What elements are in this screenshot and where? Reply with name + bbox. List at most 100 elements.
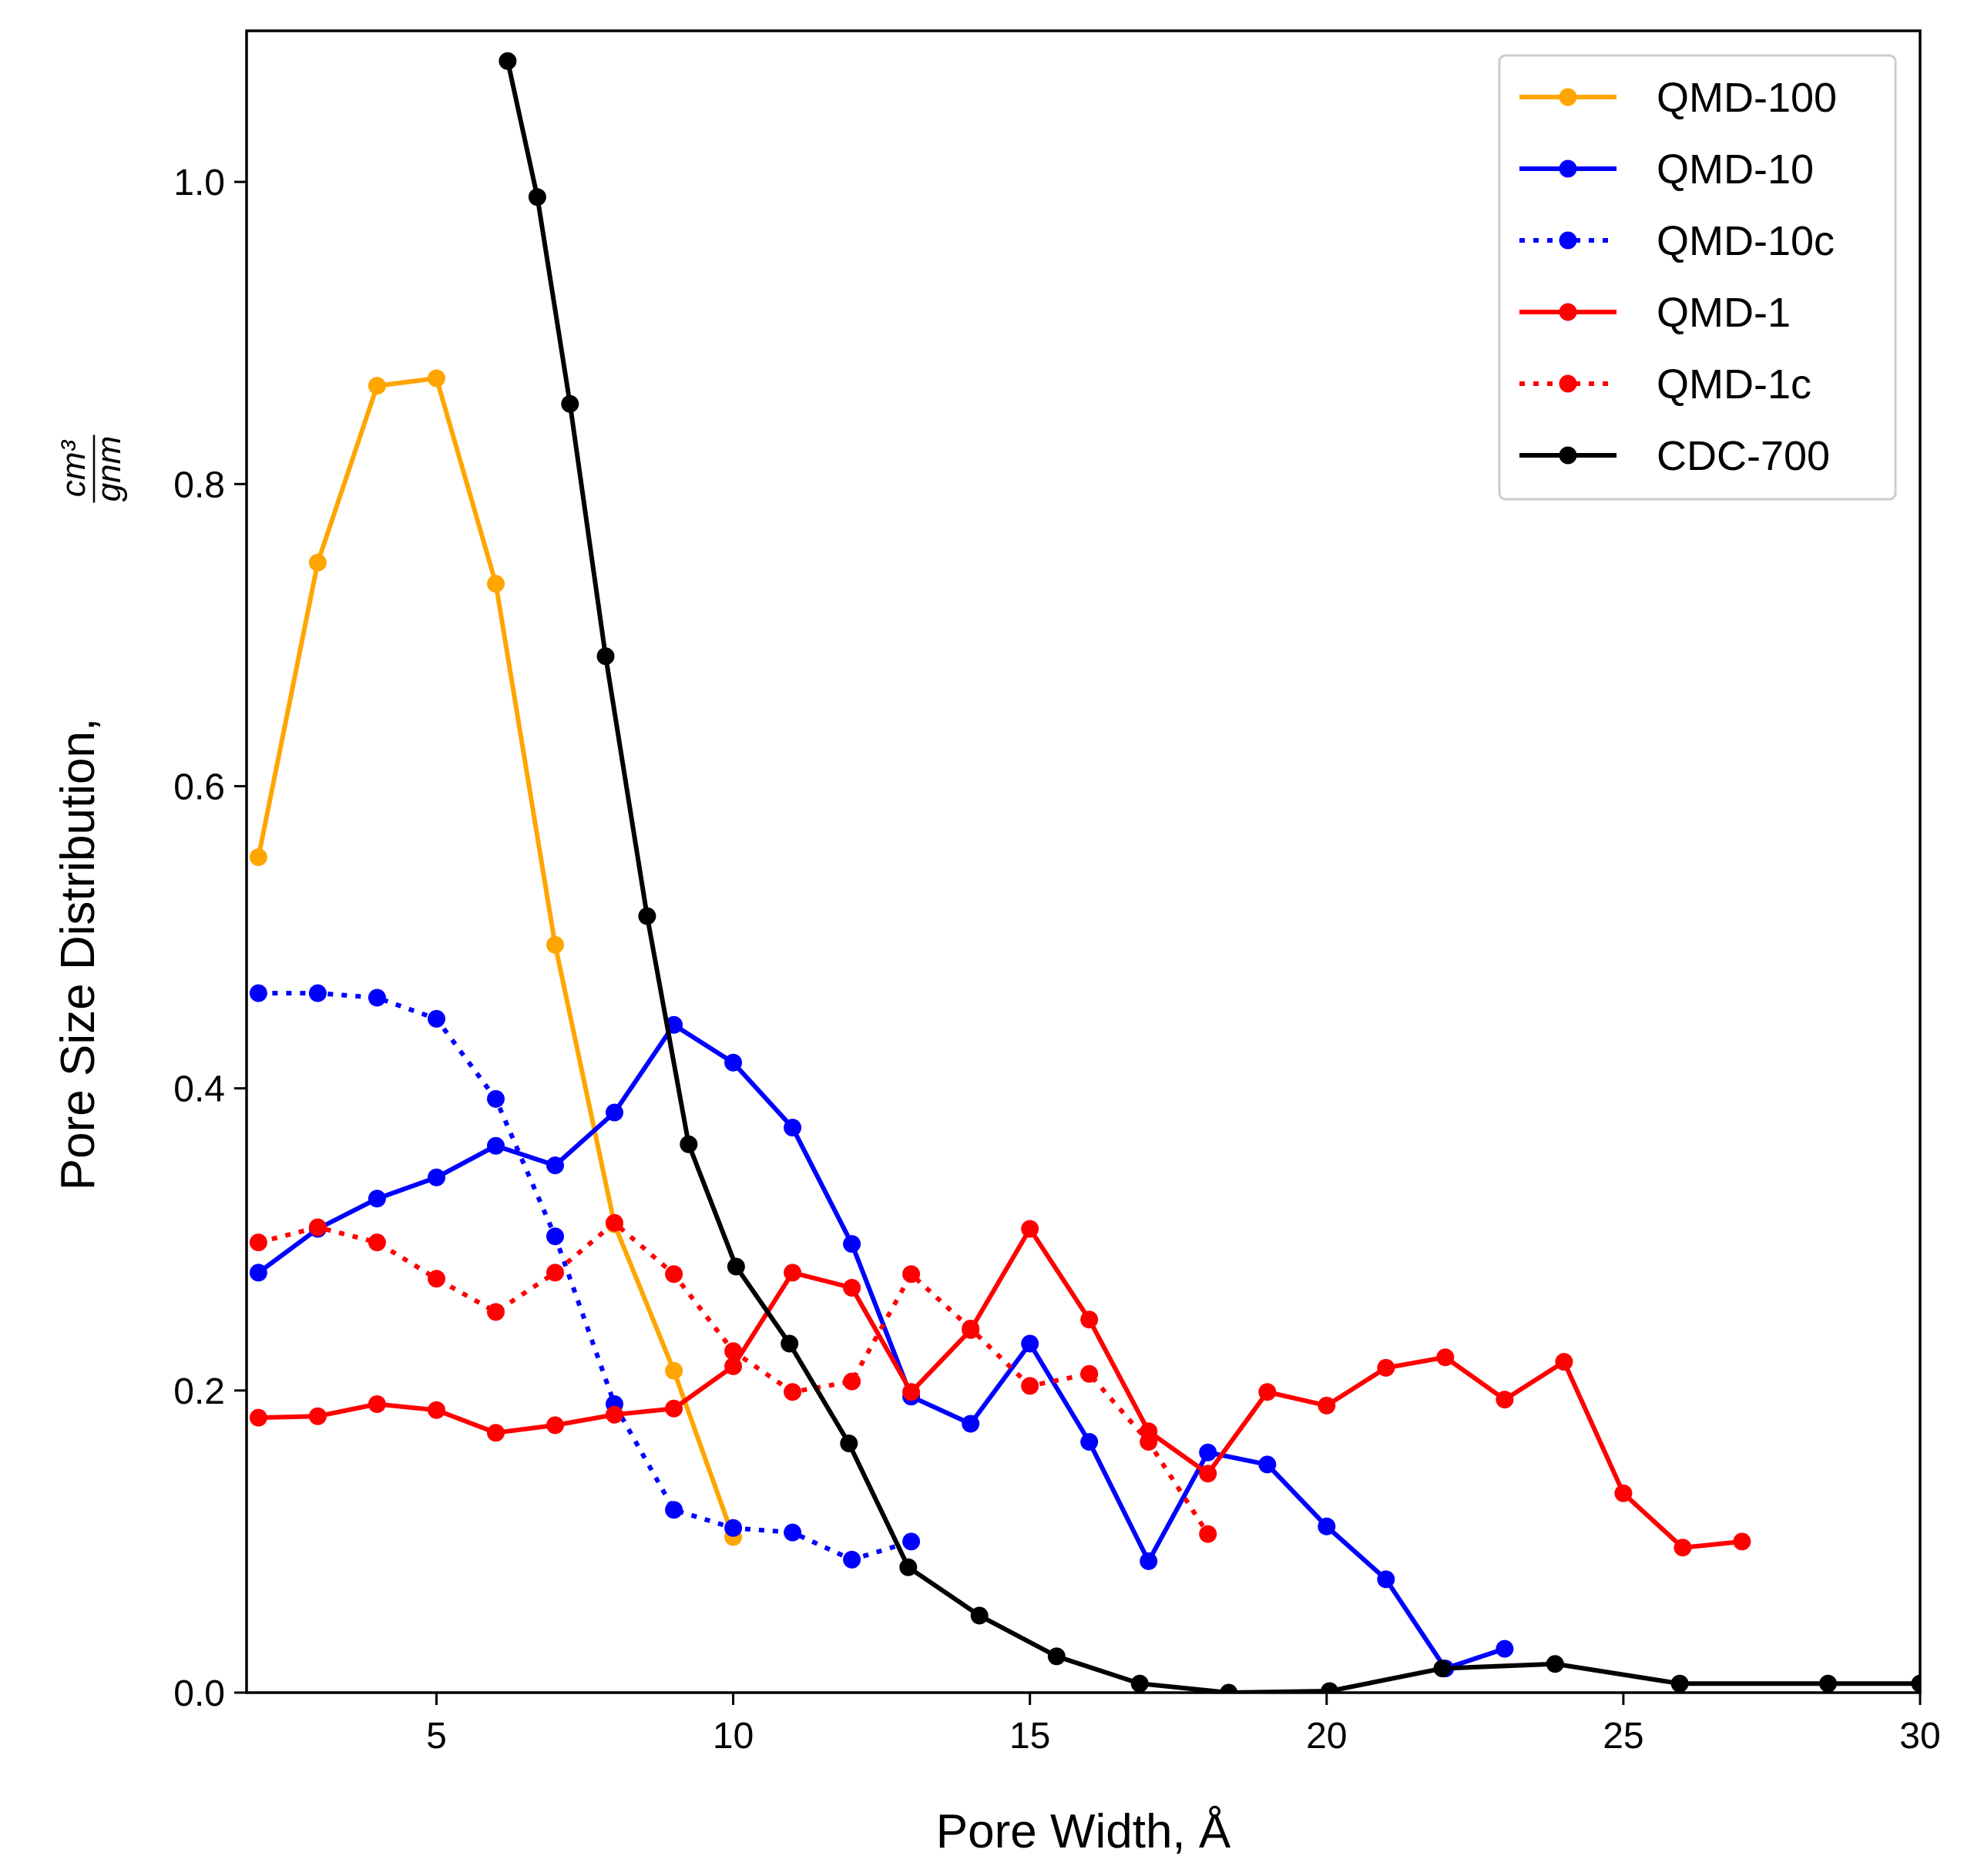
data-point-qmd-10: [606, 1103, 623, 1122]
legend-marker-qmd-10: [1559, 159, 1577, 178]
data-point-qmd-1c: [249, 1233, 267, 1252]
y-tick-label: 0.2: [173, 1371, 225, 1412]
data-point-qmd-10: [1318, 1517, 1336, 1535]
data-point-cdc-700: [1819, 1674, 1838, 1693]
data-point-cdc-700: [499, 52, 517, 70]
data-point-qmd-10c: [368, 988, 386, 1007]
legend-label-qmd-10: QMD-10: [1657, 146, 1814, 193]
data-point-qmd-100: [665, 1361, 683, 1380]
legend-item-qmd-1c: QMD-1c: [1519, 361, 1811, 408]
data-point-qmd-1: [546, 1416, 564, 1435]
data-point-qmd-1: [1258, 1383, 1277, 1401]
data-point-cdc-700: [970, 1606, 989, 1625]
data-point-qmd-1: [724, 1357, 743, 1375]
legend-label-qmd-1: QMD-1: [1657, 290, 1791, 336]
data-point-qmd-10: [962, 1415, 980, 1433]
data-point-qmd-1c: [428, 1270, 445, 1288]
data-point-qmd-1: [1377, 1358, 1395, 1377]
series-line-cdc-700: [505, 58, 1920, 1693]
data-point-qmd-1c: [487, 1303, 505, 1321]
data-point-qmd-1: [902, 1383, 921, 1401]
data-point-qmd-1: [1199, 1465, 1217, 1483]
legend-item-qmd-100: QMD-100: [1519, 75, 1837, 121]
data-point-cdc-700: [1130, 1674, 1149, 1693]
data-point-qmd-1c: [308, 1218, 327, 1237]
data-point-qmd-1c: [724, 1342, 743, 1361]
data-point-qmd-1: [1496, 1391, 1514, 1409]
series-line-qmd-1: [256, 1227, 1745, 1550]
data-point-qmd-10: [428, 1168, 445, 1186]
y-axis-unit-numerator: cm³: [55, 440, 92, 498]
legend-label-cdc-700: CDC-700: [1657, 433, 1830, 479]
plot-frame: [245, 29, 1922, 1694]
y-axis: 0.0 0.2 0.4 0.6 0.8 1.0: [173, 163, 247, 1714]
legend-marker-qmd-1: [1559, 303, 1577, 321]
data-point-qmd-10: [1021, 1334, 1039, 1353]
data-point-qmd-10c: [487, 1089, 505, 1108]
data-point-qmd-1: [606, 1405, 623, 1424]
x-tick-label: 25: [1603, 1716, 1643, 1757]
data-point-qmd-1: [1318, 1396, 1336, 1415]
data-point-qmd-10c: [784, 1523, 802, 1542]
legend-item-cdc-700: CDC-700: [1519, 433, 1830, 479]
data-point-cdc-700: [1220, 1683, 1238, 1693]
data-point-qmd-1c: [1080, 1364, 1099, 1383]
data-point-qmd-10: [784, 1119, 802, 1137]
data-point-qmd-1: [1733, 1532, 1751, 1551]
data-point-qmd-1: [1614, 1484, 1633, 1502]
x-tick-label: 30: [1899, 1716, 1940, 1757]
data-point-qmd-10c: [546, 1227, 564, 1246]
data-point-qmd-1c: [1199, 1525, 1217, 1543]
y-tick-label: 0.6: [173, 767, 225, 807]
data-point-qmd-1: [665, 1399, 683, 1418]
data-point-qmd-1c: [902, 1265, 921, 1284]
data-point-cdc-700: [1433, 1660, 1452, 1678]
data-point-qmd-100: [428, 369, 445, 388]
legend-marker-qmd-10c: [1559, 231, 1577, 250]
data-point-cdc-700: [899, 1558, 918, 1576]
data-point-qmd-1: [368, 1395, 386, 1413]
data-point-qmd-10: [1140, 1552, 1158, 1570]
series-qmd-1: [249, 1220, 1751, 1557]
data-point-cdc-700: [840, 1435, 858, 1452]
x-axis-label: Pore Width, Å: [936, 1805, 1231, 1858]
data-point-cdc-700: [680, 1135, 698, 1153]
legend-item-qmd-1: QMD-1: [1519, 290, 1791, 336]
x-tick-label: 5: [426, 1716, 447, 1757]
legend-marker-cdc-700: [1559, 446, 1577, 465]
legend-marker-qmd-1c: [1559, 374, 1577, 393]
y-tick-label: 1.0: [173, 163, 225, 203]
y-tick-label: 0.4: [173, 1069, 225, 1110]
data-point-cdc-700: [1670, 1674, 1689, 1693]
y-axis-label: Pore Size Distribution,: [52, 718, 105, 1190]
data-point-qmd-1: [1436, 1348, 1455, 1367]
data-point-qmd-10: [1496, 1639, 1514, 1658]
data-point-cdc-700: [528, 188, 546, 206]
data-point-cdc-700: [1546, 1655, 1564, 1673]
series-layer: [249, 52, 1920, 1693]
data-point-cdc-700: [1047, 1647, 1066, 1666]
data-point-qmd-10c: [902, 1532, 921, 1551]
data-point-qmd-1c: [368, 1233, 386, 1252]
series-qmd-100: [249, 369, 743, 1546]
legend-label-qmd-1c: QMD-1c: [1657, 361, 1811, 408]
data-point-qmd-1c: [665, 1265, 683, 1284]
data-point-qmd-100: [368, 377, 386, 395]
data-point-qmd-10c: [665, 1501, 683, 1519]
data-point-qmd-10: [1080, 1433, 1099, 1451]
data-point-qmd-1c: [1140, 1433, 1158, 1451]
data-point-qmd-100: [249, 848, 267, 867]
data-point-qmd-100: [487, 575, 505, 593]
data-point-qmd-1: [308, 1407, 327, 1425]
series-line-qmd-10: [255, 1022, 1508, 1671]
data-point-cdc-700: [1321, 1682, 1339, 1693]
data-point-qmd-1: [784, 1264, 802, 1282]
data-point-cdc-700: [596, 647, 615, 666]
data-point-qmd-1: [428, 1401, 445, 1419]
data-point-qmd-10: [546, 1156, 564, 1175]
y-axis-unit-denominator: gnm: [90, 436, 128, 502]
data-point-qmd-1c: [962, 1319, 980, 1337]
data-point-qmd-10c: [428, 1009, 445, 1028]
data-point-qmd-1c: [784, 1383, 802, 1401]
